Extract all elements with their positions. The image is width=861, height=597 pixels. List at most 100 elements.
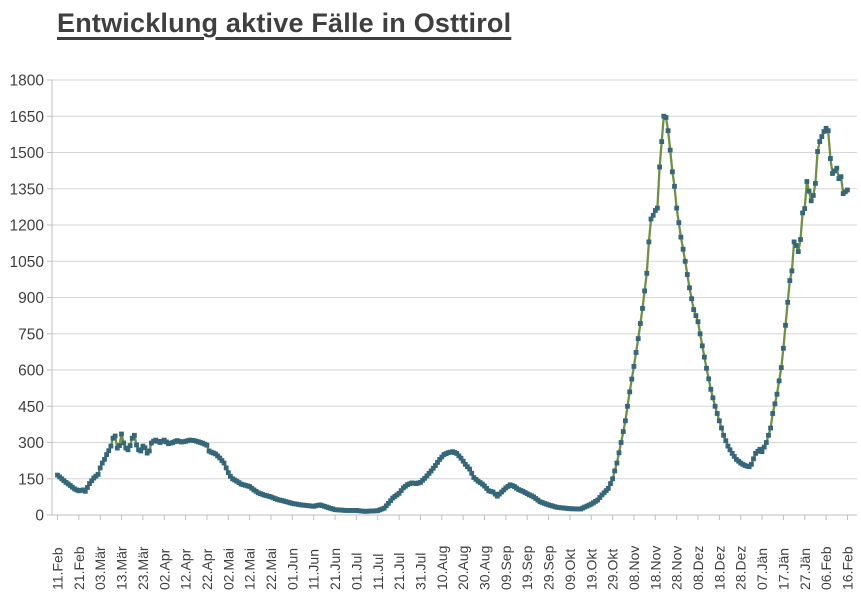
- x-axis-tick-label: 17.Jän: [775, 548, 791, 590]
- data-point-marker: [712, 403, 718, 409]
- data-point-marker: [629, 376, 635, 382]
- data-point-marker: [623, 418, 628, 424]
- data-point-marker: [689, 296, 694, 302]
- data-point-marker: [95, 472, 101, 477]
- x-axis-tick-label: 12.Mai: [242, 548, 258, 590]
- data-point-marker: [676, 220, 682, 225]
- data-point-marker: [97, 465, 103, 471]
- data-point-marker: [731, 454, 737, 459]
- data-point-marker: [465, 464, 470, 470]
- data-point-marker: [680, 246, 686, 252]
- data-point-marker: [433, 463, 438, 468]
- data-point-marker: [635, 336, 641, 341]
- data-point-marker: [129, 435, 135, 441]
- y-axis-label: 900: [18, 290, 44, 307]
- data-point-marker: [104, 452, 109, 457]
- x-axis-tick-label: 21.Jul: [391, 553, 407, 590]
- data-point-marker: [597, 495, 603, 500]
- y-axis-label: 1650: [10, 109, 45, 126]
- data-point-marker: [825, 128, 831, 134]
- data-point-marker: [802, 206, 808, 211]
- data-point-marker: [142, 445, 148, 451]
- data-point-marker: [112, 433, 118, 439]
- data-point-marker: [806, 188, 812, 194]
- x-axis-tick-label: 02.Mai: [220, 548, 236, 590]
- data-point-marker: [219, 458, 225, 463]
- y-axis-label: 300: [18, 435, 44, 452]
- data-point-marker: [808, 198, 814, 204]
- x-axis-tick-label: 09.Okt: [562, 549, 578, 590]
- data-point-marker: [695, 319, 701, 325]
- data-point-marker: [469, 470, 475, 476]
- x-axis-tick-label: 02.Apr: [156, 548, 172, 590]
- y-axis-label: 750: [18, 326, 44, 343]
- data-point-marker: [204, 442, 210, 448]
- data-point-marker: [763, 440, 769, 445]
- data-point-marker: [430, 465, 436, 471]
- data-point-marker: [398, 488, 404, 493]
- data-point-marker: [725, 443, 731, 449]
- data-point-marker: [386, 501, 391, 506]
- data-point-marker: [223, 465, 229, 471]
- data-point-marker: [834, 165, 840, 171]
- data-point-marker: [646, 239, 652, 245]
- y-axis-label: 1200: [10, 218, 45, 235]
- data-point-marker: [699, 343, 705, 349]
- data-point-marker: [674, 205, 680, 211]
- data-point-marker: [793, 243, 799, 248]
- y-axis-label: 450: [18, 399, 44, 416]
- x-axis-tick-label: 18.Nov: [647, 546, 663, 590]
- data-point-marker: [810, 193, 816, 198]
- data-point-marker: [716, 418, 722, 424]
- data-point-marker: [721, 432, 726, 438]
- data-point-markers: [55, 113, 850, 514]
- data-point-marker: [791, 239, 797, 245]
- data-point-marker: [845, 187, 850, 193]
- x-axis-tick-label: 12.Apr: [178, 548, 194, 590]
- data-point-marker: [832, 168, 837, 174]
- data-point-marker: [119, 431, 124, 437]
- data-point-marker: [610, 476, 615, 482]
- x-axis-tick-label: 01.Jul: [348, 553, 364, 590]
- data-point-marker: [388, 498, 393, 504]
- data-point-marker: [687, 285, 692, 291]
- data-point-marker: [228, 473, 233, 479]
- data-point-marker: [99, 460, 105, 466]
- data-point-marker: [125, 447, 131, 453]
- y-axis-label: 150: [18, 471, 44, 488]
- x-axis-tick-label: 11.Jun: [306, 549, 322, 590]
- data-point-marker: [428, 468, 434, 474]
- data-point-marker: [659, 139, 665, 144]
- x-axis-tick-label: 22.Apr: [199, 548, 215, 590]
- data-point-marker: [697, 331, 703, 337]
- data-point-marker: [87, 481, 92, 486]
- data-point-marker: [821, 129, 827, 134]
- x-axis-tick-label: 27.Jän: [797, 548, 813, 590]
- data-point-marker: [813, 181, 818, 186]
- chart-title: Entwicklung aktive Fälle in Osttirol: [57, 8, 512, 38]
- data-point-marker: [396, 490, 402, 496]
- data-point-marker: [682, 258, 688, 264]
- data-point-marker: [612, 468, 618, 474]
- data-point-marker: [657, 164, 662, 170]
- data-point-marker: [644, 270, 650, 276]
- data-point-marker: [781, 345, 786, 351]
- data-point-marker: [138, 448, 144, 454]
- data-point-marker: [640, 306, 645, 311]
- data-point-marker: [838, 174, 844, 180]
- data-point-marker: [770, 411, 776, 416]
- data-point-marker: [633, 350, 639, 355]
- data-point-marker: [772, 401, 778, 407]
- data-point-marker: [761, 444, 767, 450]
- x-axis-tick-label: 11.Feb: [50, 547, 66, 590]
- data-point-marker: [631, 364, 637, 369]
- data-point-marker: [655, 205, 660, 211]
- data-point-marker: [830, 171, 835, 176]
- data-point-marker: [667, 147, 673, 153]
- data-point-marker: [458, 455, 464, 461]
- data-point-marker: [804, 179, 810, 184]
- x-axis-tick-label: 03.Mär: [92, 546, 108, 590]
- data-point-marker: [605, 486, 611, 491]
- data-point-marker: [608, 481, 613, 486]
- data-point-marker: [729, 451, 735, 456]
